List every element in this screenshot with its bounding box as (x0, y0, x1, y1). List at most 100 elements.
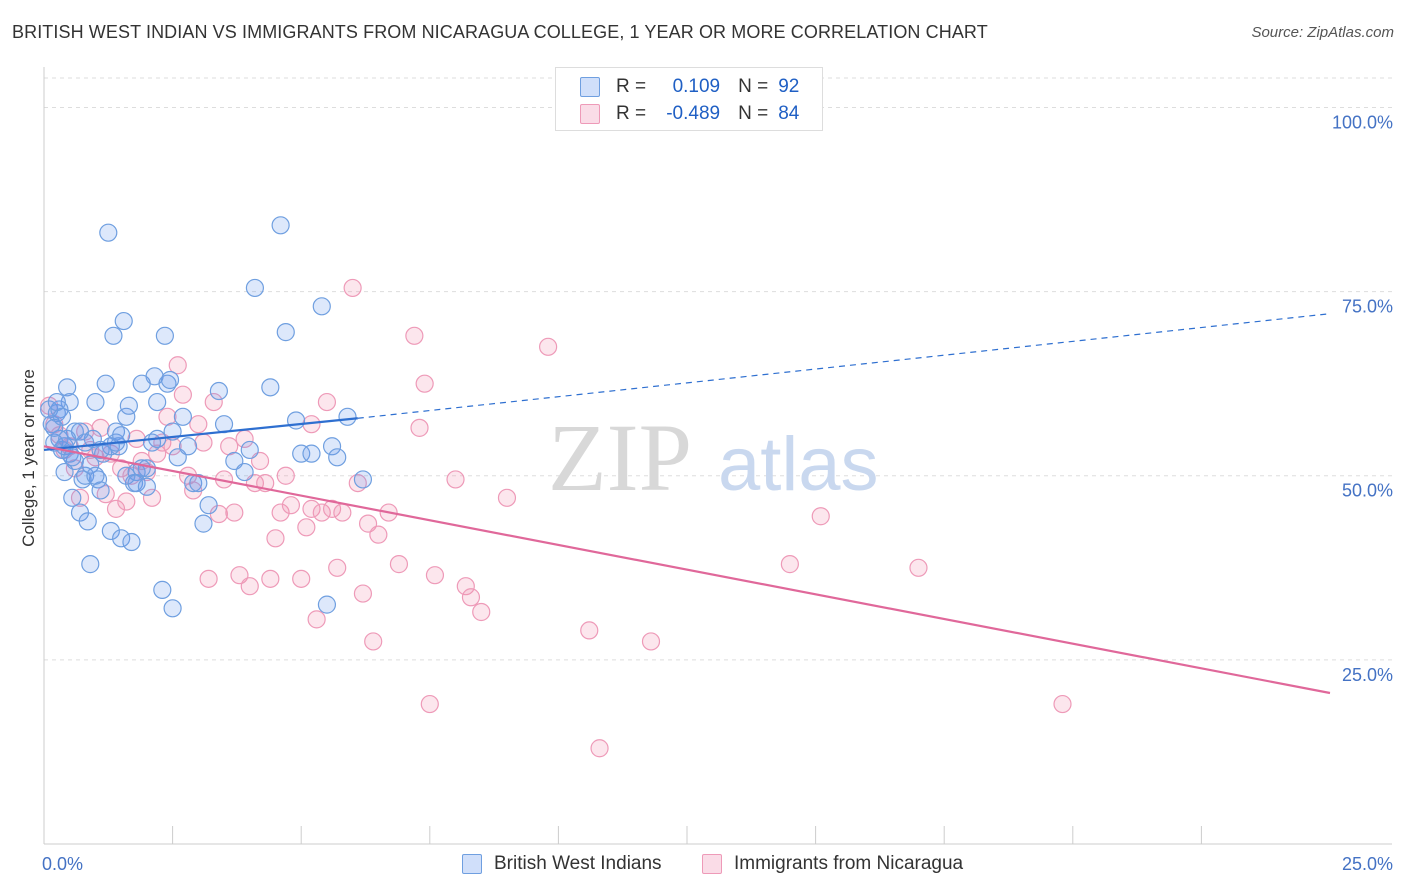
trend-line-series-1 (43, 417, 358, 452)
axes (43, 67, 1392, 845)
series-1-swatch (580, 77, 600, 97)
point-series-2 (446, 470, 465, 489)
point-series-2 (461, 588, 481, 607)
point-series-1 (328, 448, 347, 467)
point-series-2 (204, 392, 223, 412)
trend-line-series-1-extension (357, 313, 1331, 419)
point-series-1 (317, 595, 337, 614)
point-series-2 (271, 503, 290, 522)
watermark-zip: ZIP (548, 404, 692, 511)
point-series-2 (1053, 694, 1072, 714)
point-series-1 (199, 496, 218, 515)
series-2-swatch (580, 104, 600, 124)
point-series-1 (160, 370, 180, 390)
point-series-1 (101, 521, 120, 541)
point-series-1 (194, 514, 213, 533)
point-series-2 (312, 503, 331, 522)
point-series-2 (343, 278, 362, 298)
legend-row-series-2: R = -0.489 N = 84 (580, 101, 799, 127)
point-series-2 (199, 569, 218, 588)
point-series-1 (122, 532, 141, 552)
point-series-2 (780, 555, 799, 574)
legend-n-value-1: 92 (778, 76, 800, 97)
y-tick-label: 100.0% (1332, 112, 1393, 132)
y-axis-label: College, 1 year or more (19, 369, 38, 547)
point-series-2 (225, 503, 244, 522)
point-series-1 (86, 466, 105, 485)
point-series-1 (245, 278, 265, 298)
point-series-1 (286, 411, 306, 430)
y-tick-label: 75.0% (1342, 297, 1393, 317)
point-series-2 (497, 488, 517, 507)
point-series-1 (117, 407, 136, 426)
point-series-1 (119, 396, 138, 415)
point-series-2 (292, 569, 311, 588)
point-series-1 (81, 555, 100, 574)
point-series-2 (189, 415, 208, 434)
x-tick-label: 0.0% (42, 854, 83, 874)
point-series-1 (63, 488, 82, 507)
point-series-2 (168, 356, 187, 375)
correlation-legend: R = 0.109 N = 92 R = -0.489 N = 84 (555, 67, 823, 131)
y-tick-label: 50.0% (1342, 481, 1393, 501)
series-2-points (40, 278, 1072, 758)
point-series-1 (58, 429, 77, 449)
point-series-2 (811, 507, 830, 526)
point-series-1 (353, 470, 373, 489)
point-series-2 (117, 492, 136, 511)
point-series-1 (209, 381, 228, 401)
point-series-2 (302, 499, 321, 518)
point-series-2 (148, 444, 167, 463)
point-series-2 (333, 503, 352, 522)
point-series-2 (281, 496, 301, 515)
point-series-1 (173, 407, 192, 426)
point-series-2 (425, 566, 445, 585)
point-series-2 (420, 694, 439, 714)
point-series-2 (106, 499, 126, 518)
point-series-1 (96, 374, 115, 393)
point-series-1 (155, 326, 174, 345)
point-series-2 (369, 525, 388, 544)
point-series-2 (307, 610, 326, 629)
legend-r-value-1: 0.109 (672, 76, 721, 97)
point-series-1 (312, 297, 331, 316)
point-series-2 (194, 433, 213, 452)
point-series-1 (137, 477, 156, 496)
point-series-1 (132, 459, 151, 478)
series-1-points (40, 216, 373, 618)
tick-labels: 100.0% 75.0% 50.0% 25.0% 0.0% 25.0% (42, 112, 1393, 874)
legend-r-label: R = (616, 76, 647, 97)
point-series-1 (302, 444, 321, 463)
legend-r-value-2: -0.489 (666, 103, 721, 124)
chart-source: Source: ZipAtlas.com (1251, 24, 1394, 41)
point-series-1 (76, 433, 95, 452)
point-series-2 (276, 466, 295, 485)
point-series-2 (364, 632, 383, 651)
point-series-1 (261, 378, 280, 397)
point-series-2 (641, 632, 661, 651)
point-series-1 (114, 311, 133, 331)
point-series-1 (148, 392, 167, 412)
point-series-1 (78, 512, 97, 531)
legend-row-series-1: R = 0.109 N = 92 (580, 74, 799, 100)
point-series-1 (86, 392, 105, 412)
trend-lines (43, 313, 1331, 695)
point-series-1 (58, 378, 77, 397)
point-series-2 (317, 392, 337, 412)
bottom-legend-series-1: British West Indians (462, 851, 662, 877)
y-tick-label: 25.0% (1342, 665, 1393, 685)
point-series-2 (353, 584, 373, 603)
point-series-2 (415, 374, 434, 393)
point-series-1 (112, 426, 131, 445)
point-series-1 (235, 462, 254, 482)
point-series-1 (178, 437, 198, 456)
point-series-2 (472, 602, 491, 622)
point-series-1 (117, 466, 136, 485)
point-series-2 (580, 621, 599, 640)
series-1-name: British West Indians (494, 853, 662, 874)
watermark-atlas: atlas (718, 422, 879, 507)
point-series-2 (590, 739, 609, 758)
point-series-1 (322, 437, 342, 456)
trend-line-series-2 (43, 445, 1331, 695)
